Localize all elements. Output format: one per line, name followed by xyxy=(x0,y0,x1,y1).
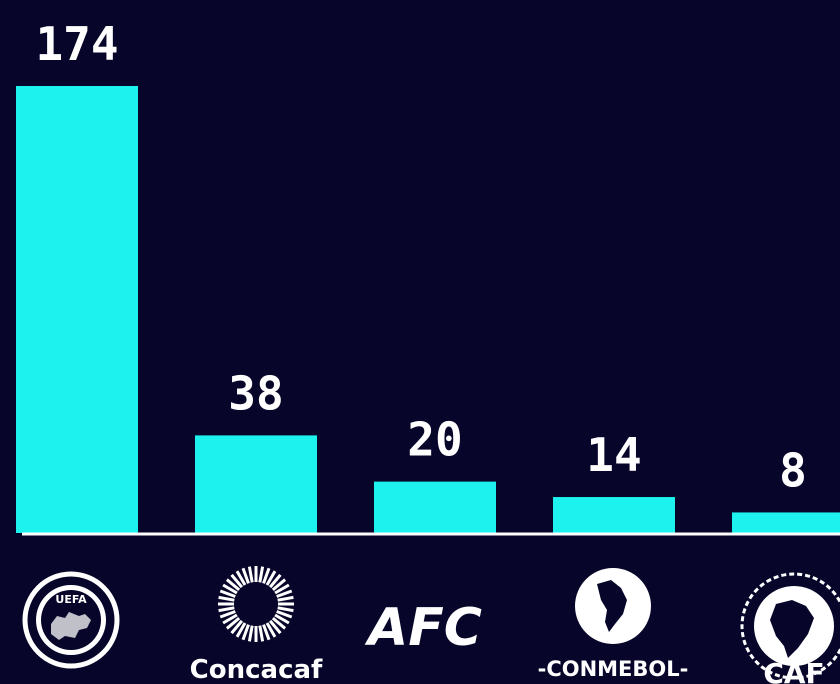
value-labels-group: 174 38 20 14 8 xyxy=(35,17,806,497)
uefa-logo: UEFA xyxy=(22,571,120,669)
value-label-caf: 8 xyxy=(779,443,807,497)
afc-logo: AFC xyxy=(364,598,482,658)
value-label-conmebol: 14 xyxy=(586,428,641,482)
conmebol-logo: -CONMEBOL- xyxy=(538,568,689,681)
bar-conmebol xyxy=(553,497,675,533)
bar-afc xyxy=(374,481,496,533)
uefa-logo-text: UEFA xyxy=(55,593,87,606)
concacaf-logo-text: Concacaf xyxy=(190,655,323,684)
caf-logo: CAF xyxy=(740,572,840,684)
value-label-concacaf: 38 xyxy=(228,366,283,420)
bar-caf xyxy=(732,512,840,533)
bars-group xyxy=(16,86,840,533)
value-label-uefa: 174 xyxy=(35,17,118,71)
bar-concacaf xyxy=(195,435,317,533)
concacaf-logo: Concacaf xyxy=(190,566,323,684)
afc-logo-text: AFC xyxy=(364,598,482,658)
value-label-afc: 20 xyxy=(407,413,462,467)
caf-logo-text: CAF xyxy=(763,657,824,684)
bar-uefa xyxy=(16,86,138,533)
conmebol-logo-text: -CONMEBOL- xyxy=(538,657,689,681)
